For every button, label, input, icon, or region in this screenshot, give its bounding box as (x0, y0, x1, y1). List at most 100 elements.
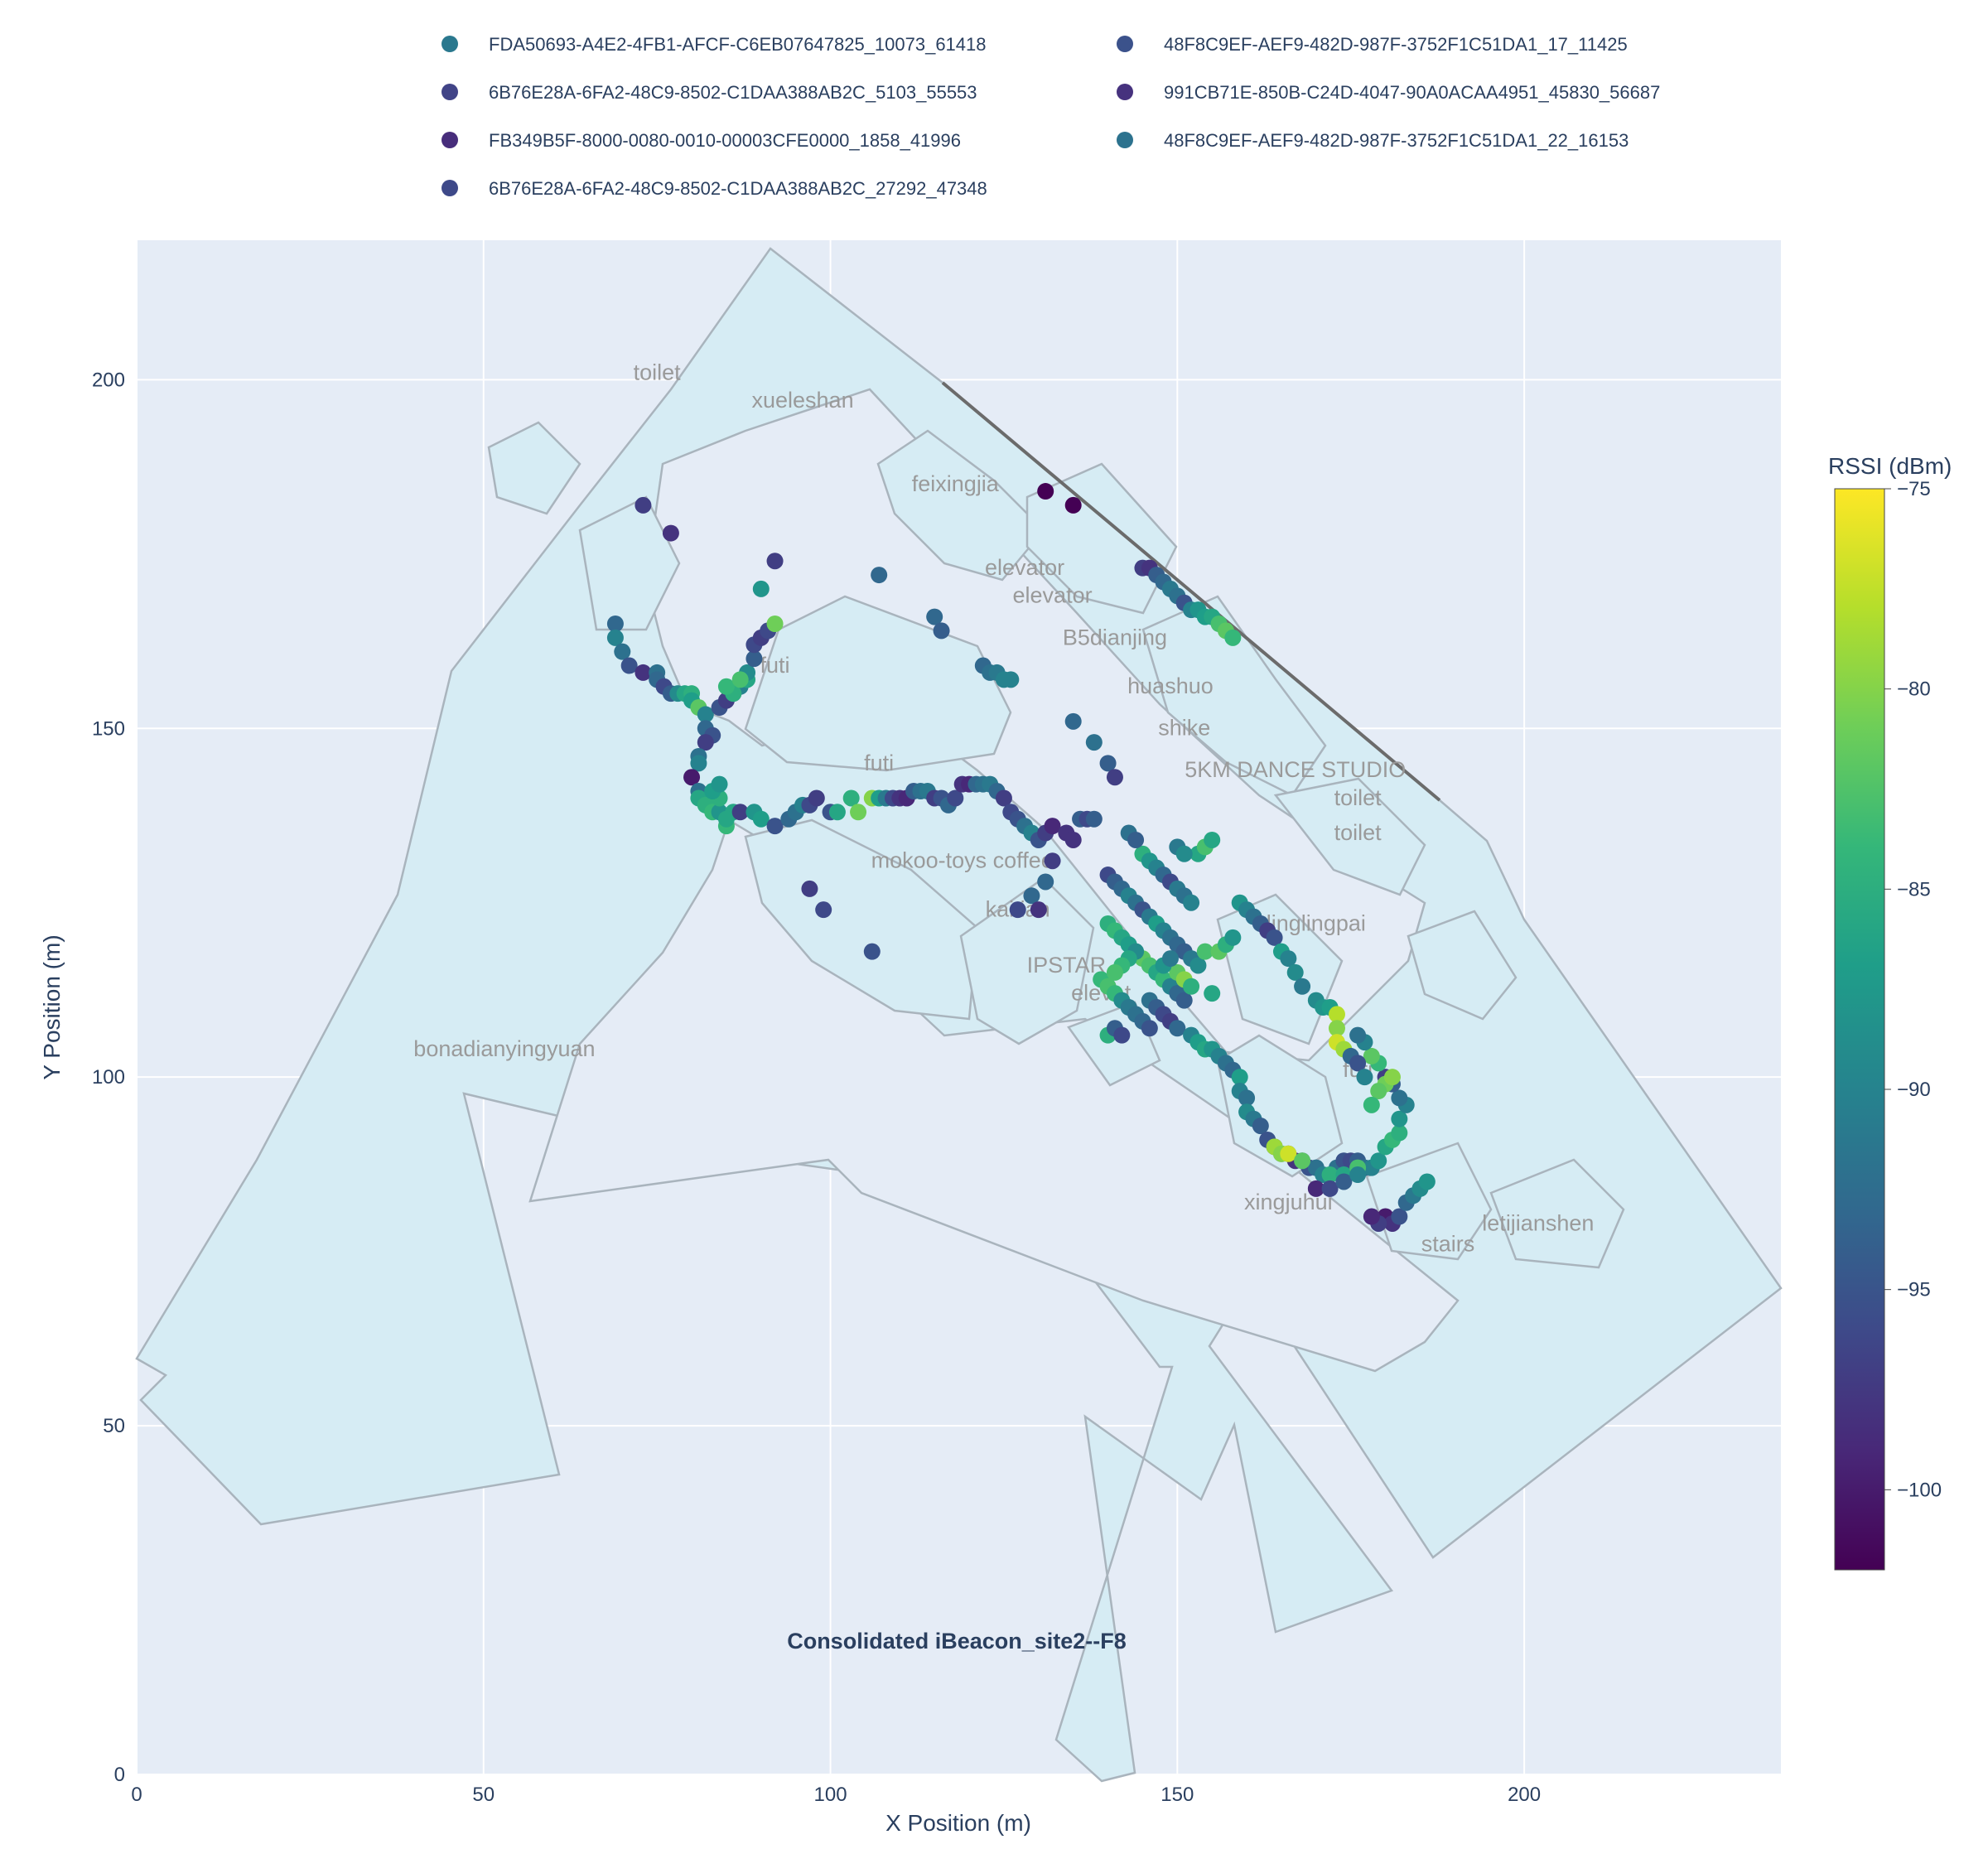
rssi-point (683, 769, 701, 786)
shop-region (876, 429, 1045, 582)
room-label: futi (864, 751, 894, 775)
shop-region (1489, 1158, 1625, 1269)
legend-marker (442, 84, 458, 100)
rssi-point (1349, 1055, 1367, 1072)
rssi-point (1175, 845, 1193, 862)
rssi-point (766, 818, 784, 835)
rssi-point (1183, 978, 1200, 995)
legend-marker (1117, 132, 1133, 148)
rssi-point (1169, 1020, 1186, 1037)
facade-edge (941, 381, 1441, 802)
x-tick-label: 0 (131, 1784, 142, 1806)
room-label: B5dianjing (1063, 625, 1167, 649)
rssi-point (1085, 810, 1103, 828)
rssi-point (1252, 1118, 1269, 1135)
rssi-point (1335, 1173, 1353, 1190)
rssi-point (606, 629, 624, 646)
rssi-point (746, 650, 763, 668)
rssi-point (1044, 852, 1061, 870)
room-label: futi (760, 653, 790, 678)
rssi-point (1391, 1208, 1408, 1225)
legend-label: 6B76E28A-6FA2-48C9-8502-C1DAA388AB2C_510… (489, 82, 977, 103)
rssi-point (947, 789, 964, 807)
shop-region (1273, 777, 1426, 896)
shop-region (1216, 1034, 1344, 1178)
room-label: elevator (1013, 583, 1093, 608)
rssi-point (1189, 957, 1207, 974)
colorbar-tick-label: −75 (1897, 478, 1931, 500)
rssi-point (1127, 831, 1145, 848)
rssi-point (717, 810, 735, 828)
floor-walkway (528, 818, 1460, 1373)
rssi-point (766, 616, 784, 632)
legend-label: FDA50693-A4E2-4FB1-AFCF-C6EB07647825_100… (489, 34, 987, 55)
colorbar-gradient (1834, 488, 1885, 1571)
y-tick-label: 100 (92, 1066, 125, 1089)
rssi-point (711, 775, 728, 793)
rssi-point (717, 678, 735, 695)
rssi-point (1383, 1069, 1401, 1086)
rssi-point (1204, 831, 1221, 848)
y-tick-label: 0 (114, 1764, 125, 1786)
legend: FDA50693-A4E2-4FB1-AFCF-C6EB07647825_100… (442, 34, 1660, 199)
rssi-point (731, 671, 749, 688)
x-axis-title: X Position (m) (885, 1810, 1031, 1836)
y-tick-label: 50 (103, 1415, 125, 1437)
colorbar-tick-label: −100 (1897, 1479, 1942, 1501)
x-tick-label: 200 (1508, 1784, 1541, 1806)
rssi-point (1224, 629, 1242, 646)
room-label: 5KM DANCE STUDIO (1185, 757, 1406, 782)
colorbar-title: RSSI (dBm) (1828, 453, 1952, 479)
x-tick-label: 50 (472, 1784, 495, 1806)
room-label: stairs (1421, 1232, 1475, 1257)
room-label: huashuo (1127, 673, 1214, 698)
rssi-point (1064, 831, 1082, 848)
room-label: toilet (1334, 820, 1382, 845)
rssi-point (1238, 1089, 1256, 1107)
rssi-point (1113, 1026, 1131, 1044)
rssi-point (1161, 950, 1179, 968)
rssi-point (1321, 1166, 1339, 1184)
rssi-point (1349, 1026, 1367, 1044)
rssi-point (697, 706, 714, 723)
room-label: toilet (1334, 785, 1382, 810)
colorbar-tick-label: −80 (1897, 678, 1931, 701)
rssi-point (1363, 1208, 1380, 1225)
rssi-point (766, 553, 784, 570)
rssi-point (1286, 963, 1304, 981)
rssi-point (731, 804, 749, 821)
rssi-point (933, 622, 950, 640)
rssi-point (1064, 496, 1082, 514)
rssi-point (1391, 1110, 1408, 1127)
rssi-point (1002, 671, 1020, 688)
rssi-point (1044, 818, 1061, 835)
rssi-point (1085, 734, 1103, 751)
rssi-point (1328, 1020, 1345, 1037)
chart-title: Consolidated iBeacon_site2--F8 (787, 1629, 1127, 1653)
rssi-point (1280, 1145, 1297, 1162)
room-label: feixingjia (912, 471, 1000, 496)
y-tick-label: 150 (92, 717, 125, 740)
rssi-point (1391, 1124, 1408, 1142)
rssi-point (1280, 950, 1297, 968)
rssi-point (635, 496, 652, 514)
rssi-point (1307, 1180, 1325, 1197)
rssi-point (1099, 755, 1117, 772)
rssi-point (1204, 985, 1221, 1002)
rssi-point (1009, 901, 1026, 919)
legend-marker (1117, 36, 1133, 52)
rssi-point (1037, 873, 1054, 891)
rssi-point (828, 804, 846, 821)
rssi-point (842, 789, 860, 807)
legend-marker (442, 36, 458, 52)
rssi-point (1294, 978, 1311, 995)
rssi-point (801, 880, 818, 897)
rssi-point (1064, 712, 1082, 730)
x-tick-label: 100 (814, 1784, 847, 1806)
rssi-point (808, 789, 825, 807)
rssi-point (1175, 992, 1193, 1009)
rssi-point (863, 943, 881, 960)
rssi-point (1363, 1047, 1380, 1065)
